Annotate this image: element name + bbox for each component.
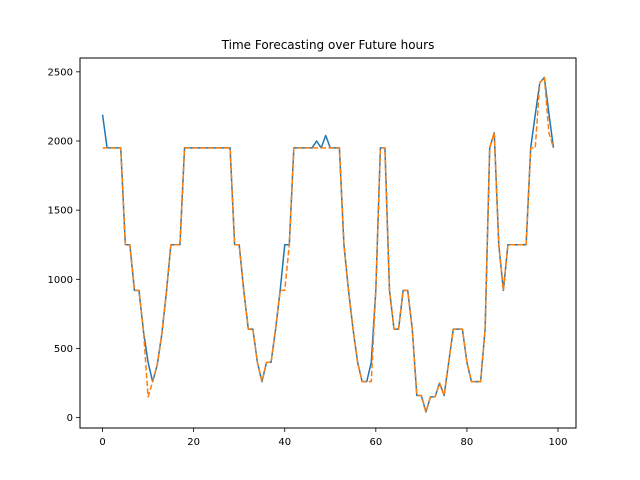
y-tick-label: 2000 — [48, 136, 73, 147]
x-tick-label: 100 — [548, 437, 567, 448]
x-tick-label: 0 — [99, 437, 105, 448]
y-tick-label: 1000 — [48, 275, 73, 286]
y-tick-label: 500 — [54, 344, 73, 355]
chart-title: Time Forecasting over Future hours — [221, 38, 435, 52]
y-tick-label: 1500 — [48, 206, 73, 217]
x-tick-label: 60 — [369, 437, 382, 448]
series-layer — [101, 76, 555, 413]
y-tick-label: 0 — [67, 413, 73, 424]
y-tick-label: 2500 — [48, 67, 73, 78]
x-tick-label: 20 — [187, 437, 200, 448]
x-tick-label: 80 — [461, 437, 474, 448]
series-line-2 — [102, 76, 555, 413]
plot-frame — [79, 57, 577, 429]
x-tick-label: 40 — [278, 437, 291, 448]
